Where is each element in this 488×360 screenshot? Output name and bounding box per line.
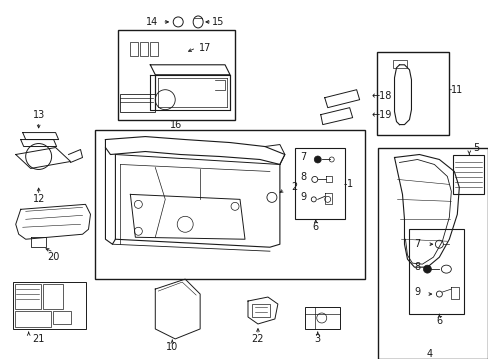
Text: 21: 21 <box>32 334 45 344</box>
Circle shape <box>423 265 430 273</box>
Text: 22: 22 <box>251 334 264 344</box>
Bar <box>251 304 269 317</box>
Bar <box>452 154 483 194</box>
Bar <box>118 30 235 120</box>
Text: 5: 5 <box>472 143 478 153</box>
Text: 12: 12 <box>32 194 45 204</box>
Text: 7: 7 <box>300 153 306 162</box>
Text: 20: 20 <box>47 252 60 262</box>
Bar <box>150 42 158 56</box>
Text: 9: 9 <box>300 192 306 202</box>
Text: ←19: ←19 <box>371 110 391 120</box>
Bar <box>53 311 70 324</box>
Text: 2: 2 <box>291 183 297 192</box>
Bar <box>13 282 85 329</box>
Text: 6: 6 <box>312 222 318 232</box>
Bar <box>376 52 448 135</box>
Text: 9: 9 <box>413 287 420 297</box>
Text: 13: 13 <box>33 110 45 120</box>
Bar <box>294 148 344 219</box>
Bar <box>15 284 41 309</box>
Text: ←18: ←18 <box>371 91 391 101</box>
Circle shape <box>314 156 321 163</box>
Text: 6: 6 <box>435 316 442 326</box>
Text: 17: 17 <box>199 43 211 53</box>
Text: 8: 8 <box>300 172 306 183</box>
Bar <box>130 42 138 56</box>
Bar <box>140 42 148 56</box>
Bar <box>304 307 339 329</box>
Text: 1: 1 <box>346 179 352 189</box>
Bar <box>408 229 463 314</box>
Text: 11: 11 <box>450 85 463 95</box>
Bar <box>120 94 155 112</box>
Bar <box>392 60 407 68</box>
Bar <box>42 284 62 309</box>
Text: 7: 7 <box>413 239 420 249</box>
Text: 14: 14 <box>146 17 158 27</box>
Text: 16: 16 <box>170 120 182 130</box>
Text: 3: 3 <box>314 334 320 344</box>
Text: 8: 8 <box>413 262 420 272</box>
Text: 10: 10 <box>166 342 178 352</box>
Bar <box>377 148 487 359</box>
Bar <box>15 311 51 327</box>
Text: 15: 15 <box>211 17 224 27</box>
Text: 4: 4 <box>426 349 431 359</box>
Bar <box>95 130 364 279</box>
